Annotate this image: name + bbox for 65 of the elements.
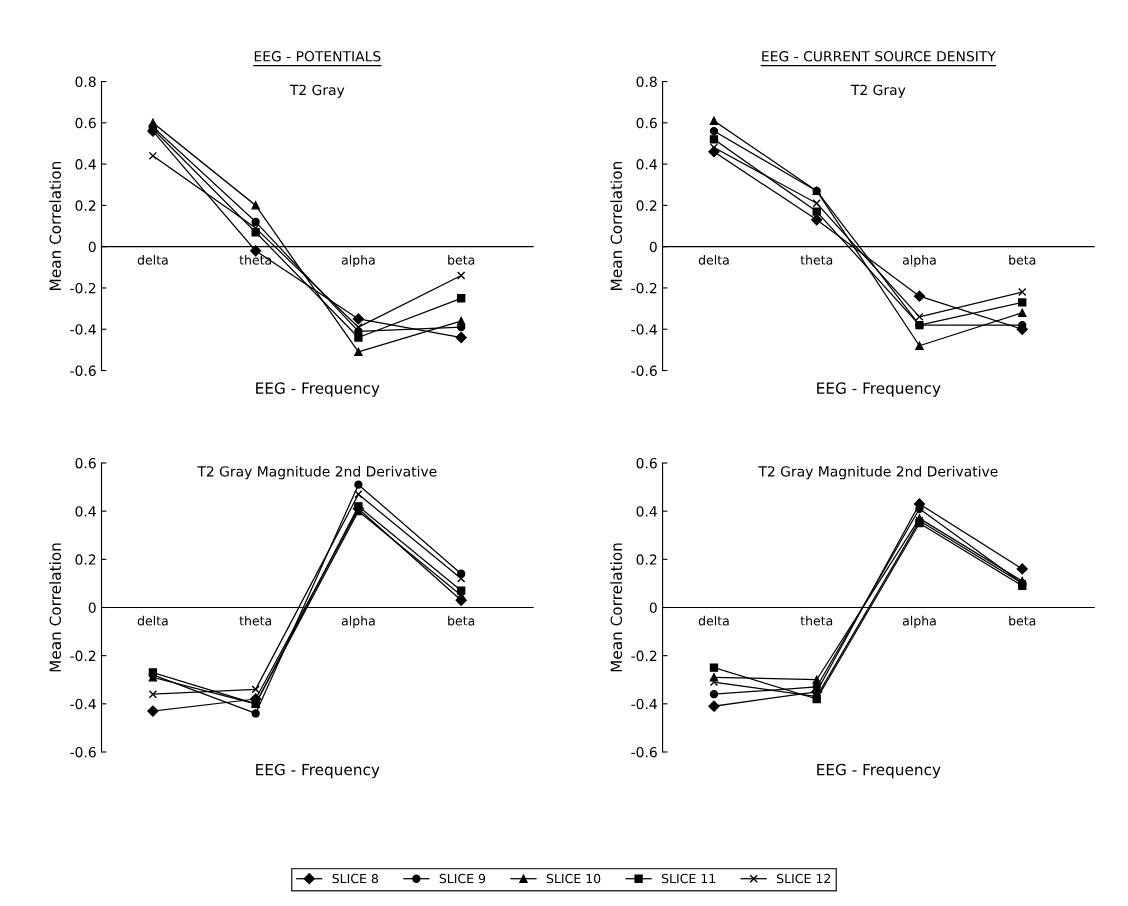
y-tick-label: -0.6 xyxy=(631,365,657,376)
x-axis-title: EEG - Frequency xyxy=(256,382,380,397)
y-tick-label: 0.6 xyxy=(75,117,96,129)
y-axis-title: Mean Correlation xyxy=(610,161,623,290)
x-tick-label: delta xyxy=(137,615,168,626)
chart-subtitle: T2 Gray Magnitude 2nd Derivative xyxy=(758,465,998,480)
legend-label: SLICE 11 xyxy=(661,873,716,884)
x-tick-label: theta xyxy=(239,615,272,626)
legend-label: SLICE 8 xyxy=(332,873,378,884)
y-axis-title: Mean Correlation xyxy=(49,543,62,672)
y-tick-label: 0.2 xyxy=(636,200,657,211)
y-tick-label: -0.2 xyxy=(70,282,96,294)
y-tick-label: 0 xyxy=(88,602,96,613)
y-tick-label: -0.2 xyxy=(70,650,96,662)
y-tick-label: 0.2 xyxy=(75,200,96,211)
y-tick-label: -0.4 xyxy=(70,698,96,710)
y-tick-label: 0 xyxy=(88,241,96,253)
y-tick-label: 0.6 xyxy=(636,457,657,469)
legend-label: SLICE 10 xyxy=(546,873,601,884)
y-axis-title: Mean Correlation xyxy=(49,161,62,290)
x-tick-label: theta xyxy=(800,255,833,265)
y-tick-label: 0.8 xyxy=(636,76,657,88)
x-axis-title: EEG - Frequency xyxy=(256,763,380,779)
y-tick-label: 0.4 xyxy=(636,506,657,517)
y-axis-title: Mean Correlation xyxy=(610,543,623,672)
chart-subtitle: T2 Gray xyxy=(850,84,906,98)
x-tick-label: beta xyxy=(448,255,475,265)
chart-title: EEG - CURRENT SOURCE DENSITY xyxy=(762,51,996,62)
y-tick-label: -0.4 xyxy=(631,698,657,710)
x-axis-title: EEG - Frequency xyxy=(817,382,941,397)
y-tick-label: 0.4 xyxy=(75,506,96,517)
y-tick-label: -0.2 xyxy=(631,650,657,662)
legend-label: SLICE 9 xyxy=(439,873,486,884)
y-tick-label: -0.6 xyxy=(631,746,657,758)
legend-label: SLICE 12 xyxy=(777,873,831,884)
x-tick-label: alpha xyxy=(341,255,375,268)
x-tick-label: alpha xyxy=(341,615,375,628)
chart-title: EEG - POTENTIALS xyxy=(254,51,381,62)
y-tick-label: 0 xyxy=(649,602,657,613)
x-tick-label: beta xyxy=(1009,255,1036,265)
y-tick-label: 0.4 xyxy=(636,159,657,170)
x-tick-label: beta xyxy=(448,615,475,626)
y-tick-label: 0 xyxy=(649,241,657,253)
y-tick-label: -0.6 xyxy=(70,365,96,376)
x-tick-label: delta xyxy=(137,255,168,265)
y-tick-label: -0.4 xyxy=(631,324,657,335)
x-tick-label: beta xyxy=(1009,615,1036,626)
x-tick-label: theta xyxy=(239,255,272,265)
y-tick-label: 0.2 xyxy=(636,554,657,565)
x-tick-label: delta xyxy=(698,615,729,626)
y-tick-label: 0.4 xyxy=(75,159,96,170)
y-tick-label: 0.6 xyxy=(75,457,96,469)
y-tick-label: 0.6 xyxy=(636,117,657,129)
x-tick-label: delta xyxy=(698,255,729,265)
x-tick-label: alpha xyxy=(902,255,936,268)
chart-subtitle: T2 Gray Magnitude 2nd Derivative xyxy=(197,465,437,480)
chart-subtitle: T2 Gray xyxy=(289,84,345,98)
y-tick-label: 0.2 xyxy=(75,554,96,565)
x-tick-label: alpha xyxy=(902,615,936,628)
y-tick-label: 0.8 xyxy=(75,76,96,88)
x-tick-label: theta xyxy=(800,615,833,626)
y-tick-label: -0.2 xyxy=(631,282,657,294)
y-tick-label: -0.4 xyxy=(70,324,96,335)
y-tick-label: -0.6 xyxy=(70,746,96,758)
x-axis-title: EEG - Frequency xyxy=(817,763,941,779)
